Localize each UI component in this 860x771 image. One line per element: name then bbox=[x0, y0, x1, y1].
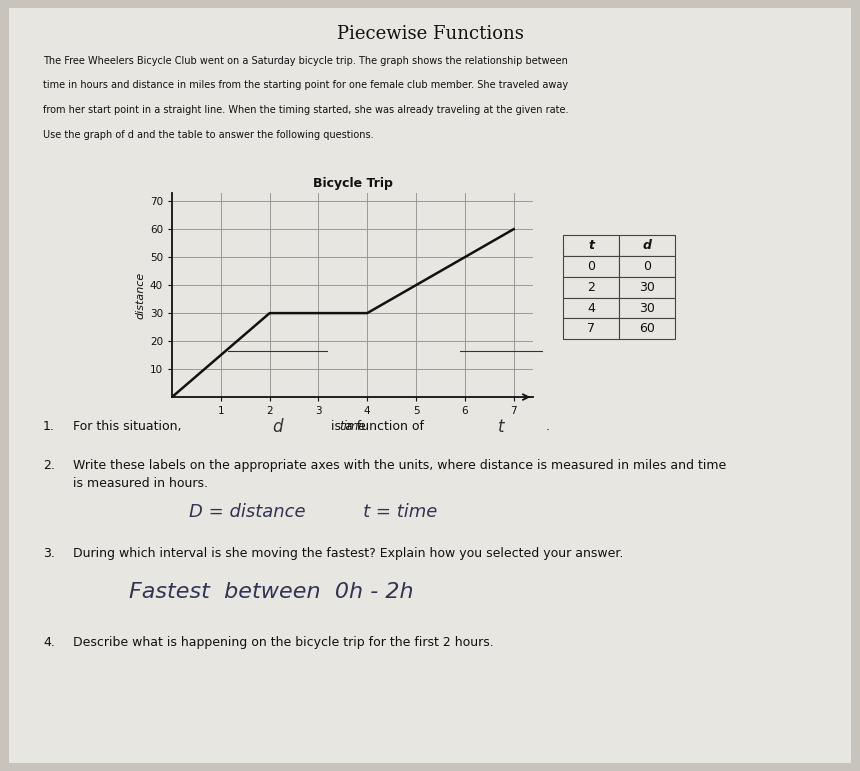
Text: time in hours and distance in miles from the starting point for one female club : time in hours and distance in miles from… bbox=[43, 80, 568, 90]
Text: .: . bbox=[546, 420, 550, 433]
Text: is a function of: is a function of bbox=[331, 420, 424, 433]
Text: For this situation,: For this situation, bbox=[73, 420, 181, 433]
Text: Fastest  between  0h - 2h: Fastest between 0h - 2h bbox=[129, 582, 414, 602]
Title: Bicycle Trip: Bicycle Trip bbox=[313, 177, 392, 190]
Text: Describe what is happening on the bicycle trip for the first 2 hours.: Describe what is happening on the bicycl… bbox=[73, 636, 494, 649]
Text: Piecewise Functions: Piecewise Functions bbox=[336, 25, 524, 42]
Text: The Free Wheelers Bicycle Club went on a Saturday bicycle trip. The graph shows : The Free Wheelers Bicycle Club went on a… bbox=[43, 56, 568, 66]
Text: 3.: 3. bbox=[43, 547, 55, 561]
Text: t: t bbox=[498, 418, 504, 436]
Text: 1.: 1. bbox=[43, 420, 55, 433]
Text: from her start point in a straight line. When the timing started, she was alread: from her start point in a straight line.… bbox=[43, 105, 568, 115]
Text: 4.: 4. bbox=[43, 636, 55, 649]
Text: D = distance          t = time: D = distance t = time bbox=[189, 503, 438, 520]
Y-axis label: distance: distance bbox=[136, 271, 145, 318]
X-axis label: time: time bbox=[340, 420, 365, 433]
Text: 2.: 2. bbox=[43, 459, 55, 472]
Text: Use the graph of d and the table to answer the following questions.: Use the graph of d and the table to answ… bbox=[43, 130, 373, 140]
Text: During which interval is she moving the fastest? Explain how you selected your a: During which interval is she moving the … bbox=[73, 547, 624, 561]
Text: Write these labels on the appropriate axes with the units, where distance is mea: Write these labels on the appropriate ax… bbox=[73, 459, 727, 490]
Text: d: d bbox=[272, 418, 283, 436]
